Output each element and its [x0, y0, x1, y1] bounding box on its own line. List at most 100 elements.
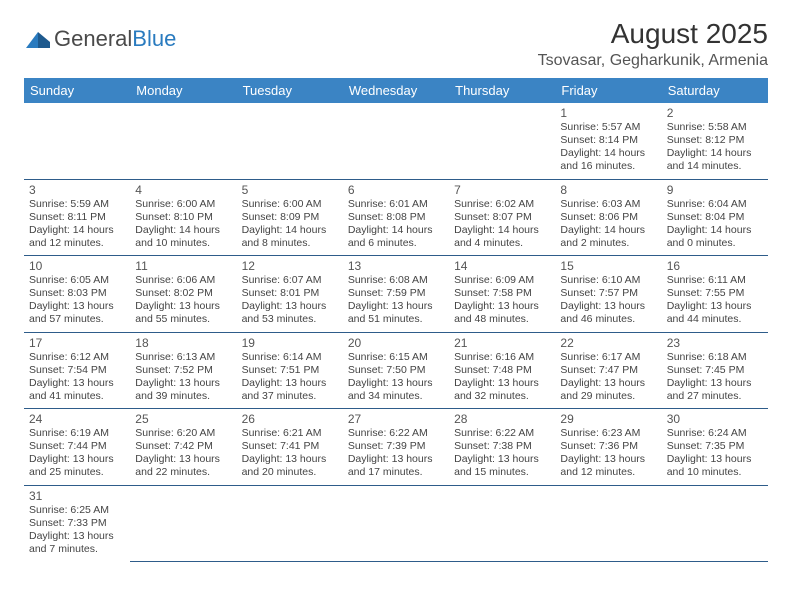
calendar-cell: 29Sunrise: 6:23 AMSunset: 7:36 PMDayligh… — [555, 409, 661, 486]
day-info: Sunrise: 6:06 AMSunset: 8:02 PMDaylight:… — [135, 274, 231, 327]
weekday-header: Thursday — [449, 78, 555, 103]
calendar-cell: 5Sunrise: 6:00 AMSunset: 8:09 PMDaylight… — [237, 179, 343, 256]
logo-icon — [24, 28, 52, 50]
day-number: 21 — [454, 336, 550, 350]
day-number: 4 — [135, 183, 231, 197]
day-info: Sunrise: 6:08 AMSunset: 7:59 PMDaylight:… — [348, 274, 444, 327]
day-number: 23 — [667, 336, 763, 350]
day-number: 13 — [348, 259, 444, 273]
calendar-cell-empty — [237, 103, 343, 179]
calendar-cell: 18Sunrise: 6:13 AMSunset: 7:52 PMDayligh… — [130, 332, 236, 409]
calendar-cell: 30Sunrise: 6:24 AMSunset: 7:35 PMDayligh… — [662, 409, 768, 486]
logo-text-2: Blue — [132, 26, 176, 52]
day-info: Sunrise: 6:23 AMSunset: 7:36 PMDaylight:… — [560, 427, 656, 480]
calendar-row: 17Sunrise: 6:12 AMSunset: 7:54 PMDayligh… — [24, 332, 768, 409]
day-number: 7 — [454, 183, 550, 197]
calendar-cell: 10Sunrise: 6:05 AMSunset: 8:03 PMDayligh… — [24, 256, 130, 333]
calendar-cell-empty — [343, 103, 449, 179]
calendar-cell: 8Sunrise: 6:03 AMSunset: 8:06 PMDaylight… — [555, 179, 661, 256]
day-number: 2 — [667, 106, 763, 120]
day-number: 24 — [29, 412, 125, 426]
weekday-header: Saturday — [662, 78, 768, 103]
calendar-row: 1Sunrise: 5:57 AMSunset: 8:14 PMDaylight… — [24, 103, 768, 179]
day-number: 5 — [242, 183, 338, 197]
day-info: Sunrise: 6:17 AMSunset: 7:47 PMDaylight:… — [560, 351, 656, 404]
calendar-cell: 20Sunrise: 6:15 AMSunset: 7:50 PMDayligh… — [343, 332, 449, 409]
day-info: Sunrise: 6:00 AMSunset: 8:09 PMDaylight:… — [242, 198, 338, 251]
calendar-cell: 15Sunrise: 6:10 AMSunset: 7:57 PMDayligh… — [555, 256, 661, 333]
day-number: 3 — [29, 183, 125, 197]
calendar-cell: 4Sunrise: 6:00 AMSunset: 8:10 PMDaylight… — [130, 179, 236, 256]
calendar-cell: 9Sunrise: 6:04 AMSunset: 8:04 PMDaylight… — [662, 179, 768, 256]
day-info: Sunrise: 6:22 AMSunset: 7:38 PMDaylight:… — [454, 427, 550, 480]
logo-text-1: General — [54, 26, 132, 52]
calendar-cell-empty — [662, 485, 768, 561]
weekday-header: Friday — [555, 78, 661, 103]
day-number: 29 — [560, 412, 656, 426]
calendar-row: 3Sunrise: 5:59 AMSunset: 8:11 PMDaylight… — [24, 179, 768, 256]
day-number: 30 — [667, 412, 763, 426]
day-number: 10 — [29, 259, 125, 273]
day-info: Sunrise: 6:15 AMSunset: 7:50 PMDaylight:… — [348, 351, 444, 404]
day-info: Sunrise: 6:00 AMSunset: 8:10 PMDaylight:… — [135, 198, 231, 251]
calendar-cell: 7Sunrise: 6:02 AMSunset: 8:07 PMDaylight… — [449, 179, 555, 256]
day-number: 19 — [242, 336, 338, 350]
day-number: 15 — [560, 259, 656, 273]
weekday-header-row: SundayMondayTuesdayWednesdayThursdayFrid… — [24, 78, 768, 103]
day-info: Sunrise: 6:22 AMSunset: 7:39 PMDaylight:… — [348, 427, 444, 480]
calendar-cell: 25Sunrise: 6:20 AMSunset: 7:42 PMDayligh… — [130, 409, 236, 486]
calendar-cell: 28Sunrise: 6:22 AMSunset: 7:38 PMDayligh… — [449, 409, 555, 486]
calendar-cell-empty — [449, 485, 555, 561]
calendar-cell: 22Sunrise: 6:17 AMSunset: 7:47 PMDayligh… — [555, 332, 661, 409]
day-number: 9 — [667, 183, 763, 197]
day-number: 18 — [135, 336, 231, 350]
day-number: 22 — [560, 336, 656, 350]
calendar-cell: 13Sunrise: 6:08 AMSunset: 7:59 PMDayligh… — [343, 256, 449, 333]
title-block: August 2025 Tsovasar, Gegharkunik, Armen… — [538, 18, 768, 70]
calendar-cell-empty — [555, 485, 661, 561]
day-info: Sunrise: 5:58 AMSunset: 8:12 PMDaylight:… — [667, 121, 763, 174]
calendar-cell: 21Sunrise: 6:16 AMSunset: 7:48 PMDayligh… — [449, 332, 555, 409]
day-info: Sunrise: 6:10 AMSunset: 7:57 PMDaylight:… — [560, 274, 656, 327]
calendar-cell-empty — [130, 485, 236, 561]
weekday-header: Monday — [130, 78, 236, 103]
calendar-cell: 11Sunrise: 6:06 AMSunset: 8:02 PMDayligh… — [130, 256, 236, 333]
day-info: Sunrise: 6:02 AMSunset: 8:07 PMDaylight:… — [454, 198, 550, 251]
weekday-header: Sunday — [24, 78, 130, 103]
day-info: Sunrise: 6:24 AMSunset: 7:35 PMDaylight:… — [667, 427, 763, 480]
calendar-cell-empty — [343, 485, 449, 561]
weekday-header: Tuesday — [237, 78, 343, 103]
day-info: Sunrise: 5:57 AMSunset: 8:14 PMDaylight:… — [560, 121, 656, 174]
day-info: Sunrise: 6:05 AMSunset: 8:03 PMDaylight:… — [29, 274, 125, 327]
calendar-cell: 1Sunrise: 5:57 AMSunset: 8:14 PMDaylight… — [555, 103, 661, 179]
day-info: Sunrise: 6:09 AMSunset: 7:58 PMDaylight:… — [454, 274, 550, 327]
month-title: August 2025 — [538, 18, 768, 50]
calendar-cell-empty — [24, 103, 130, 179]
day-number: 28 — [454, 412, 550, 426]
day-info: Sunrise: 6:21 AMSunset: 7:41 PMDaylight:… — [242, 427, 338, 480]
calendar-row: 31Sunrise: 6:25 AMSunset: 7:33 PMDayligh… — [24, 485, 768, 561]
calendar-cell: 27Sunrise: 6:22 AMSunset: 7:39 PMDayligh… — [343, 409, 449, 486]
day-info: Sunrise: 6:19 AMSunset: 7:44 PMDaylight:… — [29, 427, 125, 480]
calendar-body: 1Sunrise: 5:57 AMSunset: 8:14 PMDaylight… — [24, 103, 768, 561]
day-number: 26 — [242, 412, 338, 426]
day-number: 8 — [560, 183, 656, 197]
day-info: Sunrise: 5:59 AMSunset: 8:11 PMDaylight:… — [29, 198, 125, 251]
calendar-cell: 19Sunrise: 6:14 AMSunset: 7:51 PMDayligh… — [237, 332, 343, 409]
calendar-cell: 2Sunrise: 5:58 AMSunset: 8:12 PMDaylight… — [662, 103, 768, 179]
day-number: 17 — [29, 336, 125, 350]
day-number: 14 — [454, 259, 550, 273]
calendar-row: 10Sunrise: 6:05 AMSunset: 8:03 PMDayligh… — [24, 256, 768, 333]
calendar-cell: 26Sunrise: 6:21 AMSunset: 7:41 PMDayligh… — [237, 409, 343, 486]
day-info: Sunrise: 6:11 AMSunset: 7:55 PMDaylight:… — [667, 274, 763, 327]
day-number: 1 — [560, 106, 656, 120]
day-number: 27 — [348, 412, 444, 426]
logo: GeneralBlue — [24, 26, 176, 52]
calendar-cell: 17Sunrise: 6:12 AMSunset: 7:54 PMDayligh… — [24, 332, 130, 409]
calendar-row: 24Sunrise: 6:19 AMSunset: 7:44 PMDayligh… — [24, 409, 768, 486]
calendar-cell: 3Sunrise: 5:59 AMSunset: 8:11 PMDaylight… — [24, 179, 130, 256]
calendar-cell-empty — [130, 103, 236, 179]
calendar-cell: 6Sunrise: 6:01 AMSunset: 8:08 PMDaylight… — [343, 179, 449, 256]
location: Tsovasar, Gegharkunik, Armenia — [538, 52, 768, 70]
day-info: Sunrise: 6:18 AMSunset: 7:45 PMDaylight:… — [667, 351, 763, 404]
